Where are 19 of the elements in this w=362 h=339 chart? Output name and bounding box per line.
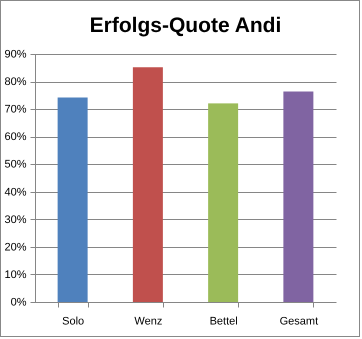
y-tick-label: 80%	[4, 76, 27, 88]
y-tick-label: 40%	[4, 186, 27, 198]
x-tick-label: Gesamt	[280, 316, 318, 328]
y-tick-label: 60%	[4, 131, 27, 144]
bar	[132, 67, 163, 302]
y-tick-label: 30%	[4, 214, 27, 226]
y-tick-label: 70%	[4, 104, 27, 116]
y-tick-label: 20%	[4, 241, 27, 254]
y-tick-label: 90%	[4, 48, 27, 60]
x-tick-label: Wenz	[134, 316, 162, 328]
y-tick-label: 10%	[4, 268, 27, 281]
bar	[283, 91, 314, 302]
chart-title: Erfolgs-Quote Andi	[90, 14, 282, 37]
bar	[58, 98, 88, 302]
y-tick-label: 50%	[4, 158, 27, 171]
y-tick-label: 0%	[10, 296, 27, 308]
x-tick-label: Solo	[62, 316, 84, 328]
x-tick-label: Bettel	[210, 316, 238, 328]
bar	[208, 103, 238, 302]
